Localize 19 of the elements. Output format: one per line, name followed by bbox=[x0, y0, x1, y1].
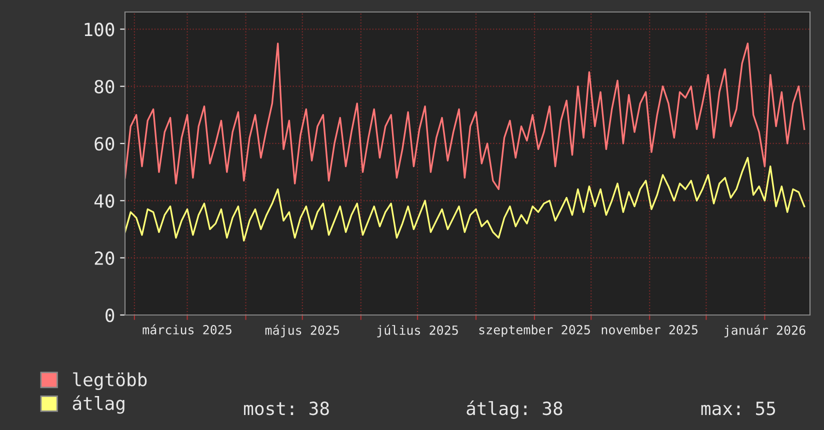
x-tick-label: március 2025 bbox=[142, 324, 232, 334]
legend-label: átlag bbox=[72, 395, 124, 414]
y-tick-label: 0 bbox=[106, 308, 114, 322]
y-tick-label: 60 bbox=[94, 137, 114, 151]
x-tick-label: január 2026 bbox=[724, 324, 806, 338]
x-tick-label: május 2025 bbox=[265, 324, 340, 338]
y-tick-label: 20 bbox=[94, 251, 114, 265]
text: max: 55 bbox=[701, 402, 776, 416]
x-tick-label: július 2025 bbox=[377, 324, 458, 338]
line-series bbox=[125, 156, 806, 242]
y-tick-label: 40 bbox=[94, 194, 114, 208]
line-series bbox=[125, 42, 806, 190]
text: átlag: 38 bbox=[466, 400, 562, 419]
x-tick-label: szeptember 2025 bbox=[479, 324, 590, 337]
y-tick-label: 100 bbox=[84, 22, 114, 36]
legend-label: legtöbb bbox=[73, 372, 147, 390]
y-tick-label: 80 bbox=[94, 80, 114, 94]
x-tick-label: november 2025 bbox=[602, 324, 698, 334]
text: most: 38 bbox=[244, 402, 329, 416]
